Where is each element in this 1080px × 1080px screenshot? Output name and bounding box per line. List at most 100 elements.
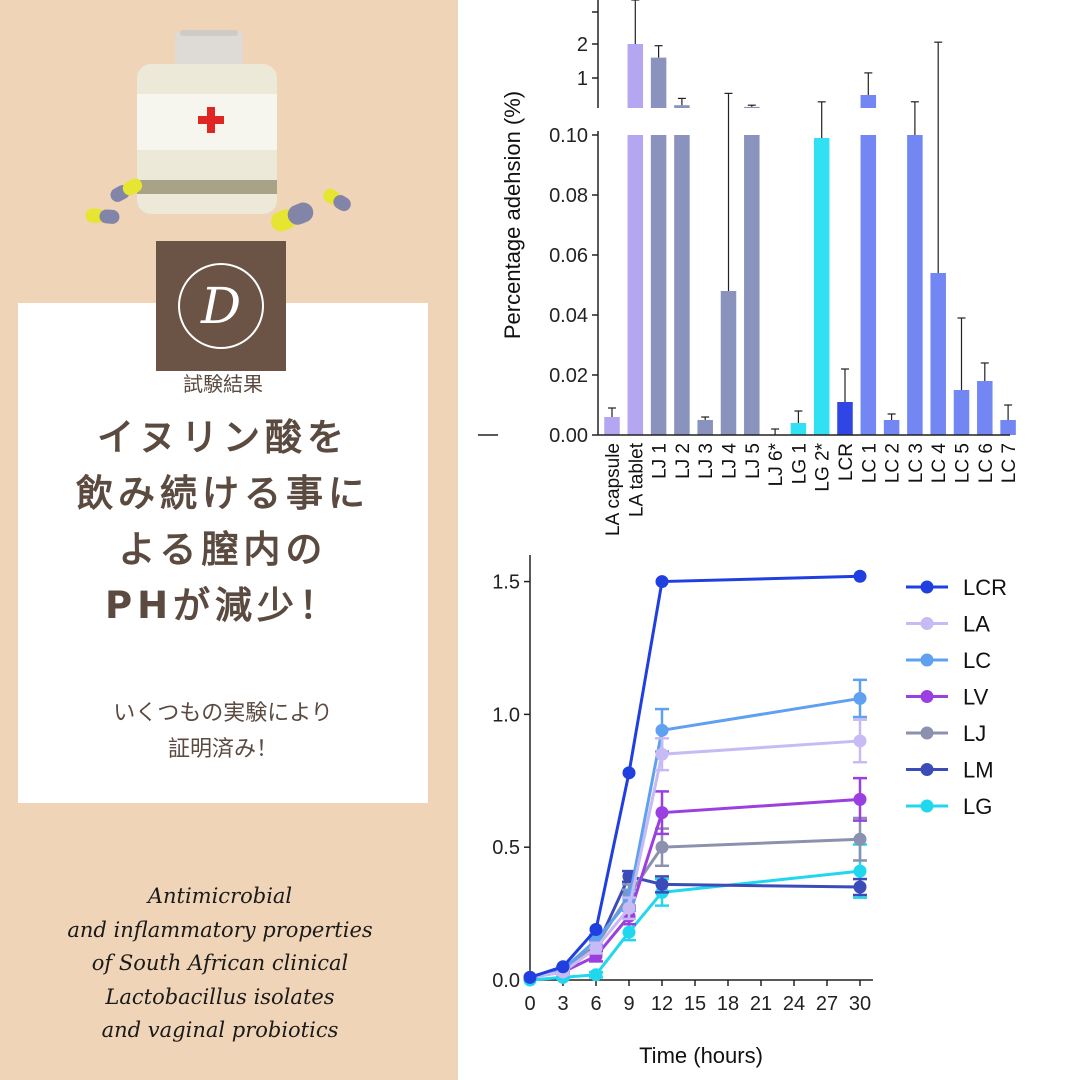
bar (744, 106, 760, 108)
bar (674, 135, 690, 435)
legend-swatch-marker (920, 653, 934, 667)
category-label: LC 2 (883, 443, 904, 483)
y-tick-label: 0.5 (492, 837, 520, 859)
x-tick-label: 9 (623, 993, 634, 1015)
y-tick-label: 0.08 (549, 185, 588, 207)
data-point (853, 864, 867, 878)
y-tick-label: 0.10 (549, 125, 588, 147)
letter-badge: D (156, 241, 286, 371)
medicine-bottle-icon (137, 30, 277, 214)
citation-line: and vaginal probiotics (101, 1018, 339, 1042)
capsule-icon (85, 208, 120, 224)
x-tick-label: 0 (524, 993, 535, 1015)
legend-swatch-marker (920, 799, 934, 813)
legend-item: LG (906, 794, 992, 819)
bar (837, 402, 853, 435)
legend-item: LCR (906, 575, 1007, 600)
category-label: LC 1 (859, 443, 880, 483)
bar (627, 135, 644, 435)
bar (813, 138, 830, 435)
paper-citation: Antimicrobial and inflammatory propertie… (20, 880, 420, 1048)
citation-line: of South African clinical (91, 951, 349, 975)
capsule-icon (110, 178, 143, 202)
category-label: LJ 5 (743, 443, 764, 479)
headline-line: イヌリン酸を (97, 416, 349, 459)
category-label: LJ 3 (696, 443, 717, 479)
y-tick-label: 1 (577, 68, 588, 90)
bar (674, 105, 690, 108)
data-point (622, 766, 636, 780)
headline-line: PHが減少！ (104, 584, 342, 627)
y-tick-label: 0.02 (549, 365, 588, 387)
data-point (655, 877, 669, 891)
legend-label: LG (963, 794, 992, 819)
category-label: LC 6 (976, 443, 997, 483)
y-tick-label: 1.5 (492, 572, 520, 594)
headline: イヌリン酸を 飲み続ける事に よる膣内の PHが減少！ (18, 410, 428, 634)
legend-label: LC (963, 648, 991, 673)
bar (930, 273, 946, 435)
citation-line: Antimicrobial (147, 884, 293, 908)
bar (650, 135, 667, 435)
series-line (529, 696, 861, 979)
bar (744, 135, 760, 435)
category-label: LC 4 (929, 443, 950, 484)
content-card (18, 303, 428, 803)
legend-label: LA (963, 612, 990, 637)
capsule-icon (323, 188, 351, 212)
bar (697, 420, 713, 435)
x-tick-label: 6 (590, 993, 601, 1015)
series-lcr (523, 569, 867, 984)
x-tick-label: 18 (717, 993, 739, 1015)
x-tick-label: 12 (651, 993, 673, 1015)
legend-swatch-marker (920, 617, 934, 630)
y-tick-label: 0.0 (492, 970, 520, 992)
x-tick-label: 3 (557, 993, 568, 1015)
bar (604, 417, 620, 435)
medicine-illustration (85, 30, 351, 232)
category-label: LJ 2 (673, 443, 694, 479)
bar (650, 57, 667, 108)
y-axis-label: Percentage adehsion (%) (500, 91, 525, 339)
bar (860, 95, 877, 108)
legend-label: LM (963, 758, 994, 783)
legend-item: LV (906, 685, 989, 710)
data-point (622, 901, 636, 915)
badge-letter: D (200, 277, 242, 335)
capsule-icon (271, 202, 314, 232)
category-label: LC 5 (953, 443, 974, 483)
growth-line-chart: 0.0 0.5 1.0 1.5 0 3 6 9 12 15 18 21 24 27 30 Time (hour… (492, 555, 1007, 1068)
data-point (655, 575, 669, 589)
data-point (853, 832, 867, 846)
bar (977, 381, 993, 435)
series-lc (523, 678, 867, 984)
y-tick-label: 0.00 (549, 425, 588, 447)
category-label: LCR (836, 443, 857, 481)
data-point (853, 880, 867, 894)
y-tick-label: 1.0 (492, 704, 520, 726)
badge-ring (178, 263, 264, 349)
data-point (655, 806, 669, 820)
bar (1000, 420, 1016, 435)
red-cross-icon (198, 107, 224, 133)
data-point (589, 941, 603, 955)
series-line (529, 574, 861, 979)
data-point (853, 691, 867, 705)
category-label: LG 1 (789, 443, 810, 484)
data-point (853, 792, 867, 806)
category-label: LG 2* (813, 442, 834, 491)
bar (953, 390, 970, 435)
series-line (529, 874, 861, 979)
x-tick-label: 15 (684, 993, 706, 1015)
legend-swatch-marker (920, 763, 934, 776)
category-label: LA capsule (603, 443, 624, 536)
data-point (589, 968, 603, 982)
legend-item: LM (906, 758, 994, 783)
y-tick-label: 0.04 (549, 305, 588, 327)
data-point (853, 569, 867, 583)
headline-line: 飲み続ける事に (76, 472, 370, 515)
legend-swatch-marker (920, 690, 934, 703)
bar (860, 135, 877, 435)
headline-line: よる膣内の (118, 528, 328, 571)
legend-item: LA (906, 612, 990, 637)
